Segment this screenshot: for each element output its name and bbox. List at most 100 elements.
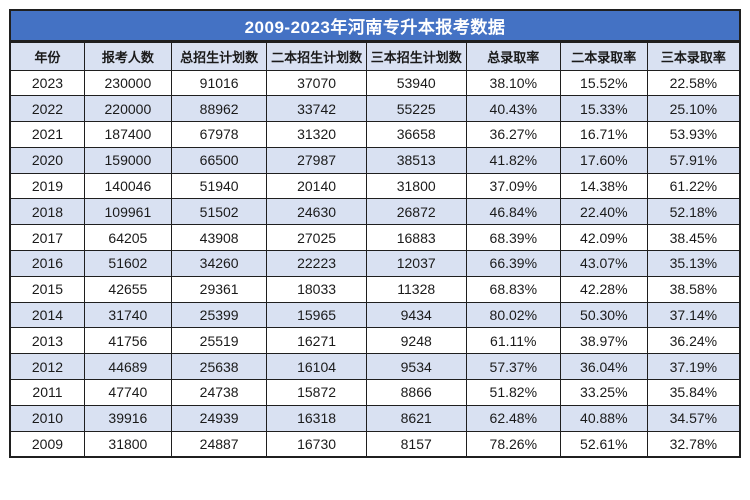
table-cell: 38.97%	[559, 327, 648, 355]
table-cell: 29361	[170, 275, 268, 303]
table-cell: 52.18%	[646, 198, 741, 226]
year-cell: 2023	[9, 69, 85, 97]
table-cell: 47740	[83, 379, 172, 406]
table-cell: 38.58%	[646, 275, 741, 303]
column-header: 二本招生计划数	[266, 41, 367, 71]
table-cell: 8621	[365, 404, 467, 432]
table-figure: 2009-2023年河南专升本报考数据 年份 报考人数 总招生计划数 二本招生计划数三…	[9, 9, 741, 491]
table-cell: 220000	[83, 95, 172, 123]
table-cell: 62.48%	[465, 404, 561, 432]
table-cell: 16104	[266, 353, 367, 381]
table-cell: 20140	[266, 172, 367, 200]
data-table: 年份 报考人数 总招生计划数 二本招生计划数 三本招生计划数 总录取率 二本录取率 三本录取率…	[9, 41, 741, 458]
table-cell: 18033	[266, 275, 367, 303]
year-cell: 2012	[9, 353, 85, 381]
table-cell: 31320	[266, 121, 367, 148]
table-cell: 91016	[170, 69, 268, 97]
table-cell: 78.26%	[465, 430, 561, 458]
year-cell: 2021	[9, 121, 85, 148]
table-cell: 41756	[83, 327, 172, 355]
table-cell: 43.07%	[559, 250, 648, 277]
table-cell: 15.33%	[559, 95, 648, 123]
table-cell: 25638	[170, 353, 268, 381]
table-row: 2013 41756 25519 16271 9248 61.11% 38.97% 36.24…	[9, 327, 741, 355]
year-cell: 2010	[9, 404, 85, 432]
table-cell: 31800	[365, 172, 467, 200]
table-cell: 16271	[266, 327, 367, 355]
table-cell: 11328	[365, 275, 467, 303]
table-cell: 35.84%	[646, 379, 741, 406]
year-cell: 2019	[9, 172, 85, 200]
table-cell: 24738	[170, 379, 268, 406]
table-cell: 36.27%	[465, 121, 561, 148]
table-cell: 51502	[170, 198, 268, 226]
table-cell: 140046	[83, 172, 172, 200]
table-cell: 41.82%	[465, 146, 561, 174]
table-cell: 31800	[83, 430, 172, 458]
table-cell: 25519	[170, 327, 268, 355]
table-cell: 38513	[365, 146, 467, 174]
table-cell: 22.58%	[646, 69, 741, 97]
table-cell: 57.91%	[646, 146, 741, 174]
table-cell: 44689	[83, 353, 172, 381]
table-cell: 38.10%	[465, 69, 561, 97]
table-cell: 159000	[83, 146, 172, 174]
table-cell: 33742	[266, 95, 367, 123]
table-row: 2018 109961 51502 24630 26872 46.84% 22.40% 52.…	[9, 198, 741, 226]
column-header: 三本招生计划数	[365, 41, 467, 71]
table-body: 2023 230000 91016 37070 53940 38.10% 15.52% 22.…	[9, 69, 741, 458]
table-cell: 34.57%	[646, 404, 741, 432]
table-cell: 61.11%	[465, 327, 561, 355]
table-cell: 43908	[170, 224, 268, 252]
table-cell: 39916	[83, 404, 172, 432]
column-header: 二本录取率	[559, 41, 648, 71]
table-cell: 15.52%	[559, 69, 648, 97]
table-row: 2010 39916 24939 16318 8621 62.48% 40.88% 34.57…	[9, 404, 741, 432]
year-cell: 2017	[9, 224, 85, 252]
year-cell: 2016	[9, 250, 85, 277]
header-row: 年份 报考人数 总招生计划数 二本招生计划数 三本招生计划数 总录取率 二本录取率 三本录取率	[9, 41, 741, 71]
table-cell: 25399	[170, 301, 268, 329]
year-cell: 2015	[9, 275, 85, 303]
table-cell: 9248	[365, 327, 467, 355]
table-cell: 80.02%	[465, 301, 561, 329]
table-cell: 88962	[170, 95, 268, 123]
table-row: 2011 47740 24738 15872 8866 51.82% 33.25% 35.84…	[9, 379, 741, 406]
table-cell: 51940	[170, 172, 268, 200]
table-row: 2019 140046 51940 20140 31800 37.09% 14.38% 61.…	[9, 172, 741, 200]
year-cell: 2009	[9, 430, 85, 458]
table-cell: 35.13%	[646, 250, 741, 277]
table-cell: 55225	[365, 95, 467, 123]
table-cell: 37.14%	[646, 301, 741, 329]
table-cell: 16.71%	[559, 121, 648, 148]
table-cell: 17.60%	[559, 146, 648, 174]
year-cell: 2011	[9, 379, 85, 406]
column-header: 年份	[9, 41, 85, 71]
table-cell: 52.61%	[559, 430, 648, 458]
table-cell: 53.93%	[646, 121, 741, 148]
table-cell: 68.83%	[465, 275, 561, 303]
column-header: 报考人数	[83, 41, 172, 71]
year-cell: 2018	[9, 198, 85, 226]
table-cell: 37070	[266, 69, 367, 97]
table-cell: 37.19%	[646, 353, 741, 381]
column-header: 总录取率	[465, 41, 561, 71]
table-cell: 16730	[266, 430, 367, 458]
table-cell: 26872	[365, 198, 467, 226]
table-row: 2015 42655 29361 18033 11328 68.83% 42.28% 38.5…	[9, 275, 741, 303]
table-cell: 66500	[170, 146, 268, 174]
table-cell: 187400	[83, 121, 172, 148]
year-cell: 2022	[9, 95, 85, 123]
table-cell: 12037	[365, 250, 467, 277]
table-cell: 38.45%	[646, 224, 741, 252]
table-cell: 109961	[83, 198, 172, 226]
year-cell: 2020	[9, 146, 85, 174]
table-row: 2022 220000 88962 33742 55225 40.43% 15.33% 25.…	[9, 95, 741, 123]
table-cell: 27025	[266, 224, 367, 252]
table-cell: 36.24%	[646, 327, 741, 355]
table-cell: 46.84%	[465, 198, 561, 226]
table-row: 2016 51602 34260 22223 12037 66.39% 43.07% 35.1…	[9, 250, 741, 277]
table-cell: 32.78%	[646, 430, 741, 458]
table-cell: 24887	[170, 430, 268, 458]
table-cell: 22.40%	[559, 198, 648, 226]
